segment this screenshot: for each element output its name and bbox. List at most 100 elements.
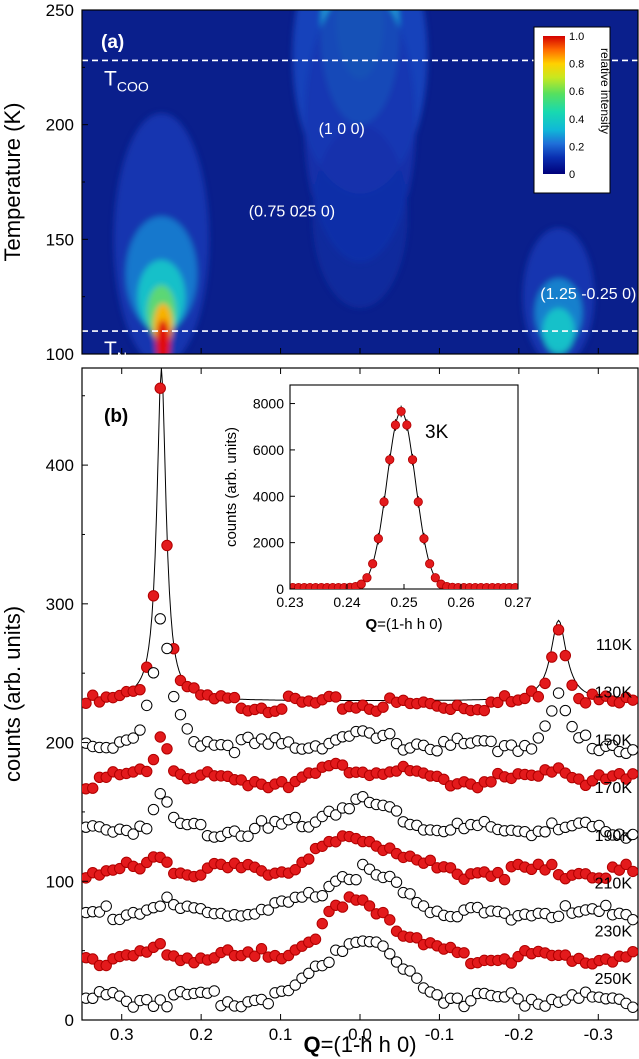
data-point: [154, 938, 166, 950]
data-point: [539, 826, 551, 838]
transition-label-symbol: T: [104, 338, 117, 361]
y-tick-label: 250: [46, 1, 74, 20]
data-point: [303, 967, 315, 980]
inset-y-tick-label: 8000: [253, 396, 284, 412]
data-point: [552, 624, 565, 636]
data-point: [87, 689, 99, 701]
data-point: [363, 900, 376, 912]
data-point: [134, 724, 146, 736]
inset-x-tick-label: 0.26: [447, 594, 474, 610]
temperature-label: 250K: [595, 971, 633, 988]
peak-label: (1.25 -0.25 0): [540, 286, 636, 303]
heatmap-ticks: 100 150 200 250: [46, 1, 599, 364]
data-point: [262, 904, 274, 916]
y-tick-label: 200: [46, 734, 74, 753]
inset-series: [290, 405, 518, 589]
x-tick-label: 0.1: [269, 1025, 293, 1044]
data-point: [154, 788, 166, 800]
data-point: [330, 691, 342, 703]
data-point: [222, 739, 234, 752]
inset-data-point: [413, 497, 423, 507]
scan-temperature-labels: 110K 130K 150K 170K 190K 210K 230K 250K: [595, 637, 633, 988]
data-point: [512, 993, 524, 1005]
data-point: [498, 907, 511, 919]
inset-x-tick-label: 0.25: [390, 594, 417, 610]
heatmap-blob: [312, 124, 408, 309]
x-tick-label: -0.1: [425, 1025, 454, 1044]
data-point: [330, 809, 342, 821]
inset-y-tick-label: 6000: [253, 442, 284, 458]
data-point: [249, 822, 261, 835]
data-point: [127, 1001, 139, 1013]
data-point: [559, 900, 572, 912]
data-point: [485, 776, 497, 788]
data-point: [627, 768, 638, 780]
inset-y-tick-label: 4000: [253, 488, 284, 504]
y-tick-label: 400: [46, 456, 74, 475]
data-point: [195, 818, 207, 831]
data-point: [303, 853, 315, 865]
heatmap-blob: [542, 308, 575, 354]
inset-y-axis-label: counts (arb. units): [223, 427, 240, 547]
data-point: [552, 910, 565, 922]
scan-panel: 0 100 200 300 400 0.3 0.2 0.1 0.0 -0.1 -0.2 -0.3 11…: [0, 367, 639, 1057]
data-point: [249, 950, 261, 962]
data-point: [154, 994, 166, 1006]
data-point: [390, 956, 403, 968]
inset-x-axis-label: Q=(1-h h 0): [365, 616, 442, 633]
data-point: [289, 979, 301, 991]
inset-data-point: [362, 573, 372, 583]
data-point: [154, 382, 166, 394]
data-point: [127, 828, 139, 840]
data-point: [532, 691, 545, 703]
data-point: [336, 901, 349, 913]
data-point: [492, 866, 504, 879]
x-tick-label: 0.3: [110, 1025, 134, 1044]
panel-b-label: (b): [104, 406, 128, 427]
data-point: [431, 745, 443, 757]
inset-data-point: [385, 455, 395, 465]
inset-data-point: [368, 559, 378, 569]
inset-x-tick-label: 0.23: [276, 594, 303, 610]
inset-data-point: [390, 420, 401, 430]
transition-label: TCOO: [104, 67, 149, 94]
inset-data-point: [379, 497, 389, 507]
series-230k: [82, 891, 638, 972]
scan-series: [82, 368, 638, 1013]
data-point: [147, 803, 160, 816]
y-tick-label: 0: [65, 1011, 74, 1030]
scan-y-axis-label: counts (arb. units): [0, 606, 25, 782]
data-point: [444, 739, 457, 751]
data-point: [627, 913, 638, 926]
series-150k: [82, 731, 638, 795]
data-point: [411, 932, 423, 944]
scan-x-axis-label-bold: Q: [303, 1032, 320, 1057]
data-point: [161, 539, 173, 552]
data-point: [228, 691, 241, 704]
data-point: [276, 703, 288, 715]
data-point: [627, 945, 638, 958]
series-210k: [82, 858, 638, 926]
data-point: [546, 651, 558, 663]
scan-x-axis-label: Q=(1-h h 0): [303, 1032, 416, 1057]
temperature-label: 130K: [595, 685, 633, 702]
data-point: [161, 796, 173, 808]
colorbar-tick-label: 0.2: [569, 141, 584, 153]
colorbar-ticks: 0 0.2 0.4 0.6 0.8 1.0: [569, 31, 584, 181]
inset-x-tick-label: 0.24: [333, 594, 360, 610]
data-point: [498, 873, 511, 886]
data-point: [154, 613, 166, 625]
data-point: [147, 753, 160, 766]
data-point: [546, 705, 558, 717]
scan-ticks: 0 100 200 300 400 0.3 0.2 0.1 0.0 -0.1 -0.2 -0.3: [46, 368, 613, 1044]
data-point: [519, 692, 531, 705]
data-point: [228, 746, 241, 759]
inset-data-point: [419, 534, 429, 544]
data-point: [390, 876, 403, 888]
temperature-label: 150K: [595, 732, 633, 749]
data-point: [377, 906, 389, 919]
transition-label-subscript: COO: [117, 78, 149, 94]
